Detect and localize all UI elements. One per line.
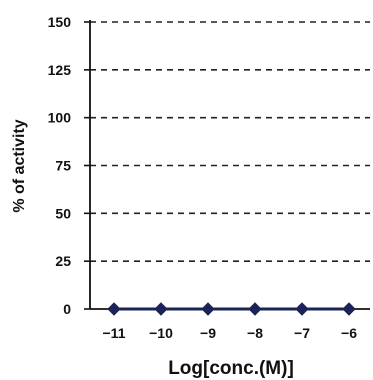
y-tick-label-75: 75 — [55, 158, 71, 174]
x-tick-label-0: −11 — [103, 325, 126, 341]
y-tick-label-0: 0 — [63, 301, 71, 317]
x-tick-label-4: −7 — [294, 325, 310, 341]
data-point-marker — [154, 302, 168, 316]
y-tick-label-125: 125 — [48, 62, 72, 78]
data-point-marker — [201, 302, 215, 316]
data-point-marker — [248, 302, 262, 316]
data-point-marker — [342, 302, 356, 316]
data-point-marker — [295, 302, 309, 316]
x-tick-label-5: −6 — [341, 325, 357, 341]
x-tick-labels: −11 −10 −9 −8 −7 −6 — [103, 325, 358, 341]
y-tick-labels: 0 25 50 75 100 125 150 — [48, 14, 72, 317]
x-tick-label-2: −9 — [200, 325, 216, 341]
y-tick-label-150: 150 — [48, 14, 72, 30]
y-tick-label-50: 50 — [55, 205, 71, 221]
grid-layer — [90, 21, 370, 262]
x-tick-label-3: −8 — [247, 325, 263, 341]
y-tick-label-25: 25 — [55, 253, 71, 269]
x-tick-label-1: −10 — [149, 325, 173, 341]
data-point-marker — [107, 302, 121, 316]
y-tick-label-100: 100 — [48, 110, 72, 126]
y-axis-title: % of activity — [11, 119, 28, 212]
x-axis-title: Log[conc.(M)] — [168, 358, 294, 379]
series-layer — [107, 302, 356, 316]
